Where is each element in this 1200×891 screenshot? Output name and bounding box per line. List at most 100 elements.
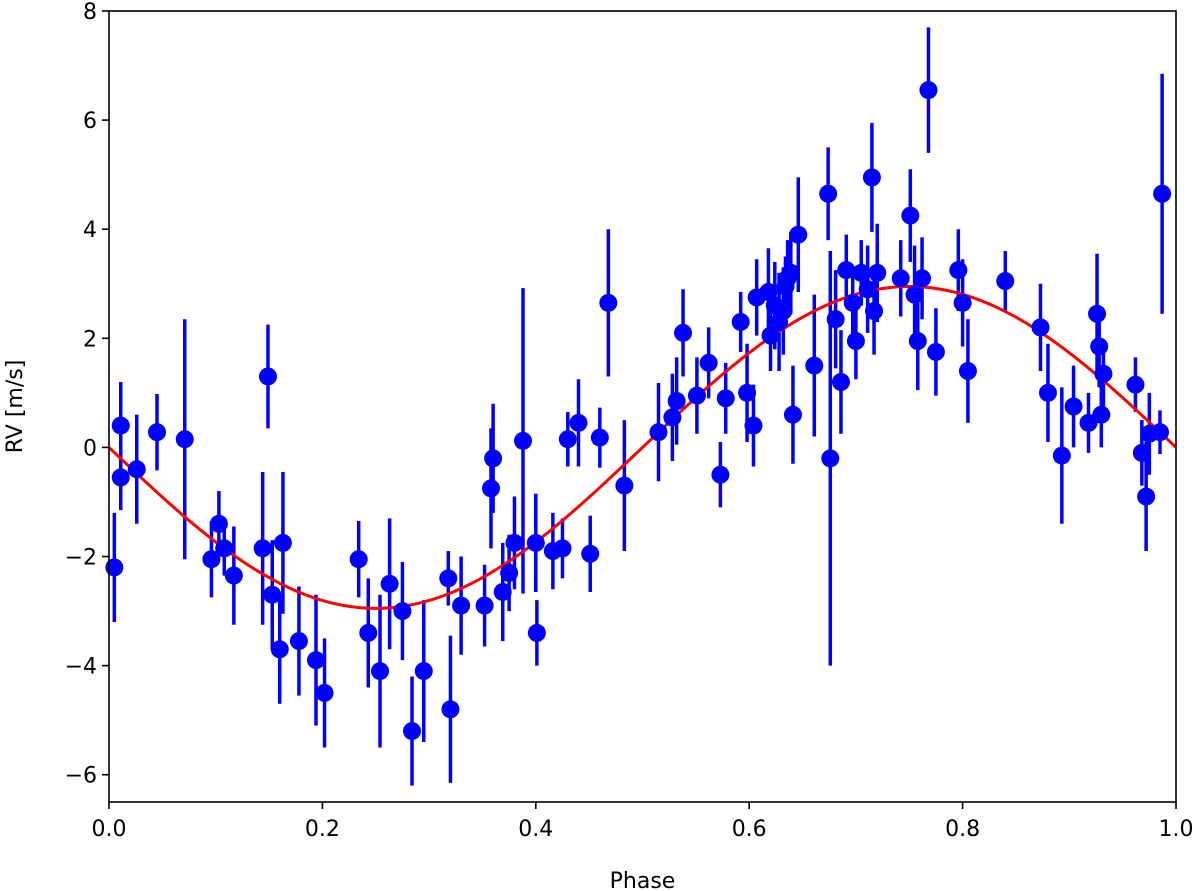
data-point	[175, 430, 194, 449]
data-point	[891, 269, 910, 288]
data-point	[484, 449, 503, 468]
data-point	[905, 285, 924, 304]
y-axis-label: RV [m/s]	[3, 360, 28, 454]
data-point	[380, 574, 399, 593]
plot-frame	[108, 10, 1177, 803]
data-point	[475, 596, 494, 615]
data-point	[926, 342, 945, 361]
y-tick-label: 6	[83, 109, 97, 134]
data-point	[349, 550, 368, 569]
data-point	[393, 602, 412, 621]
data-point	[1094, 364, 1113, 383]
data-point	[919, 81, 938, 100]
data-point	[1132, 443, 1151, 462]
data-point	[615, 476, 634, 495]
data-point	[913, 269, 932, 288]
data-point	[1090, 337, 1109, 356]
data-point	[439, 569, 458, 588]
data-point	[674, 323, 693, 342]
x-tick-label: 0.2	[305, 817, 340, 842]
data-point	[315, 683, 334, 702]
x-tick-label: 0.6	[732, 817, 767, 842]
data-point	[263, 585, 282, 604]
data-point	[1031, 318, 1050, 337]
data-point	[558, 430, 577, 449]
data-point	[865, 302, 884, 321]
data-point	[505, 533, 524, 552]
data-point	[148, 423, 167, 442]
data-point	[590, 428, 609, 447]
x-axis-ticks: 0.0 0.2 0.4 0.6 0.8 1.0	[92, 802, 1194, 842]
data-point	[759, 282, 778, 301]
data-point	[789, 225, 808, 244]
data-point	[868, 263, 887, 282]
data-point	[111, 468, 130, 487]
data-point	[958, 362, 977, 381]
data-point	[744, 416, 763, 435]
data-point	[289, 632, 308, 651]
data-point	[526, 533, 545, 552]
data-point	[215, 539, 234, 558]
data-point	[403, 722, 422, 741]
data-point	[1153, 184, 1172, 203]
data-point	[837, 261, 856, 280]
data-point	[273, 533, 292, 552]
data-point	[716, 389, 735, 408]
data-point	[1052, 446, 1071, 465]
model-layer	[107, 284, 1178, 610]
x-axis-label: Phase	[610, 869, 676, 891]
data-point	[805, 356, 824, 375]
data-point	[953, 293, 972, 312]
x-tick-label: 0.4	[518, 817, 553, 842]
data-point	[1088, 304, 1107, 323]
data-point	[414, 662, 433, 681]
data-point	[774, 302, 793, 321]
x-tick-label: 0.0	[92, 817, 127, 842]
data-point	[826, 310, 845, 329]
data-point	[699, 353, 718, 372]
data-point	[1126, 375, 1145, 394]
data-point	[1064, 397, 1083, 416]
data-point	[846, 332, 865, 351]
data-point	[761, 326, 780, 345]
data-point	[649, 423, 668, 442]
x-tick-label: 0.8	[945, 817, 980, 842]
data-point	[105, 558, 124, 577]
data-point	[553, 539, 572, 558]
data-point	[202, 550, 221, 569]
data-point	[1137, 487, 1156, 506]
data-point	[901, 206, 920, 225]
data-point	[258, 367, 277, 386]
data-point	[1038, 383, 1057, 402]
data-point	[306, 651, 325, 670]
data-point	[858, 280, 877, 299]
y-tick-label: 0	[83, 436, 97, 461]
data-point	[949, 261, 968, 280]
y-tick-label: −4	[65, 655, 97, 680]
y-tick-label: 8	[83, 0, 97, 25]
data-point	[1079, 413, 1098, 432]
x-tick-label: 1.0	[1159, 817, 1194, 842]
data-point	[843, 293, 862, 312]
data-point	[253, 539, 272, 558]
data-point	[1092, 405, 1111, 424]
data-point	[493, 582, 512, 601]
data-point	[687, 386, 706, 405]
y-tick-label: 2	[83, 327, 97, 352]
data-point	[783, 405, 802, 424]
data-point	[270, 640, 289, 659]
data-point	[452, 596, 471, 615]
data-point-layer	[105, 81, 1172, 741]
data-point	[209, 514, 228, 533]
data-point	[569, 413, 588, 432]
y-axis-ticks: −6 −4 −2 0 2 4 6 8	[65, 0, 109, 789]
data-point	[359, 623, 378, 642]
data-point	[513, 431, 532, 450]
data-point	[1150, 423, 1169, 442]
model-curve	[107, 284, 1178, 610]
data-point	[852, 263, 871, 282]
data-point	[527, 623, 546, 642]
data-point	[224, 566, 243, 585]
data-point	[862, 168, 881, 187]
